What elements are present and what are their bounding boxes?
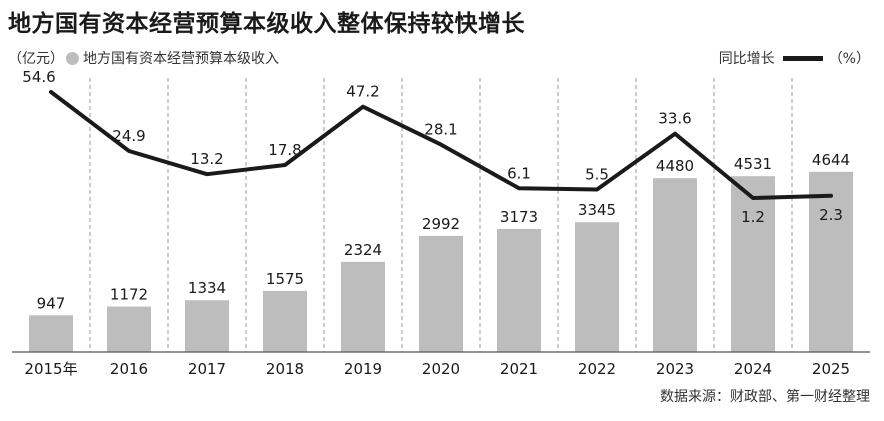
growth-value-label: 2.3: [819, 206, 843, 224]
bar-2024: [731, 176, 775, 352]
bar-2016: [107, 306, 151, 352]
growth-line: [49, 90, 833, 200]
growth-value-label: 28.1: [424, 121, 457, 139]
bar-2023: [653, 178, 697, 352]
bar-legend-label: 地方国有资本经营预算本级收入: [83, 51, 279, 67]
bar-value-label: 1575: [266, 270, 304, 288]
line-legend-swatch: [782, 55, 823, 61]
x-tick-label: 2017: [188, 360, 226, 378]
growth-value-label: 13.2: [190, 150, 223, 168]
bar-value-label: 1172: [110, 286, 148, 304]
bar-2020: [419, 235, 463, 352]
growth-value-label: 47.2: [346, 83, 379, 101]
x-tick-label: 2016: [110, 360, 148, 378]
bar-value-label: 2992: [422, 215, 460, 233]
x-tick-label: 2015年: [24, 360, 77, 378]
x-tick-label: 2025: [812, 360, 850, 378]
bar-2018: [263, 290, 307, 352]
bar-value-label: 4480: [656, 157, 694, 175]
line-unit-label: （%）: [828, 51, 870, 67]
bar-2015年: [29, 315, 73, 352]
bar-2025: [809, 171, 853, 352]
bar-value-label: 4531: [734, 155, 772, 173]
bar-value-label: 1334: [188, 279, 226, 297]
growth-value-label: 1.2: [741, 208, 765, 226]
bar-value-label: 4644: [812, 151, 850, 169]
bar-value-label: 947: [37, 294, 66, 312]
bar-2017: [185, 300, 229, 352]
bar-legend-swatch: [66, 51, 79, 65]
line-legend-label: 同比增长: [718, 51, 775, 67]
x-tick-label: 2023: [656, 360, 694, 378]
bar-legend: （亿元） 地方国有资本经营预算本级收入: [8, 48, 279, 68]
bar-2021: [497, 228, 541, 352]
growth-value-label: 24.9: [112, 127, 145, 145]
bar-2022: [575, 222, 619, 352]
growth-value-label: 54.6: [22, 68, 55, 86]
chart-title: 地方国有资本经营预算本级收入整体保持较快增长: [8, 11, 525, 37]
x-tick-label: 2022: [578, 360, 616, 378]
line-legend: 同比增长 （%）: [719, 48, 870, 68]
growth-value-label: 17.8: [268, 141, 301, 159]
growth-value-label: 5.5: [585, 165, 609, 183]
growth-value-label: 33.6: [658, 110, 691, 128]
x-tick-label: 2019: [344, 360, 382, 378]
bar-unit-label: （亿元）: [8, 51, 64, 67]
bar-value-label: 3173: [500, 208, 538, 226]
x-tick-label: 2021: [500, 360, 538, 378]
x-tick-label: 2020: [422, 360, 460, 378]
data-source-note: 数据来源：财政部、第一财经整理: [660, 389, 870, 405]
x-tick-label: 2018: [266, 360, 304, 378]
bar-value-label: 3345: [578, 201, 616, 219]
growth-value-label: 6.1: [507, 164, 531, 182]
x-tick-label: 2024: [734, 360, 772, 378]
bar-2019: [341, 261, 385, 352]
bar-value-label: 2324: [344, 241, 382, 259]
